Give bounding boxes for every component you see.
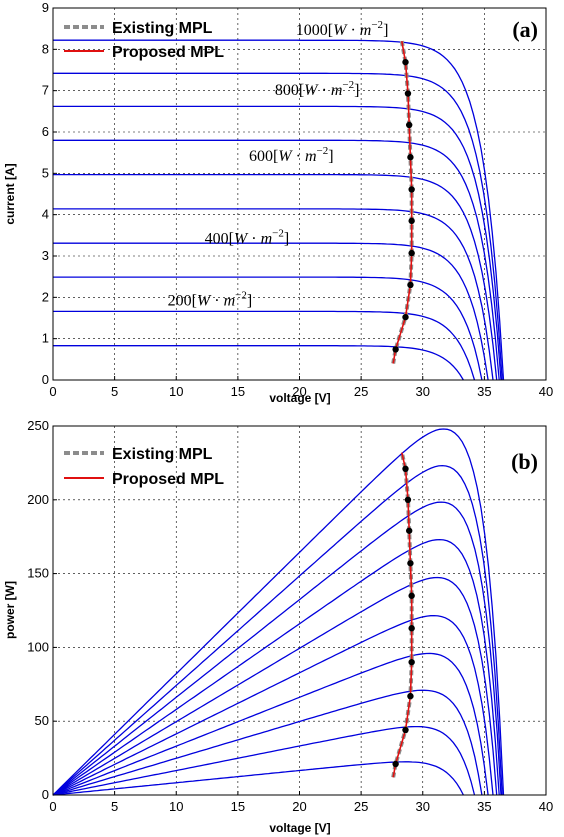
x-tick-label: 35 [477,384,491,399]
pv-curve [52,652,489,796]
irradiance-label: 400[W · m−2] [205,228,290,248]
mpp-point [402,313,409,321]
mpp-point [402,465,409,473]
y-tick-label: 150 [27,566,49,581]
panel-a-irradiance-labels: 1000[W · m−2] 800[W · m−2] 600[W · m−2] 400… [168,19,389,310]
proposed-mpl-line [392,452,413,778]
mpp-point [404,496,412,503]
iv-curve [53,208,494,381]
mpp-point [405,121,413,129]
pv-curve [52,428,505,796]
panel-b-y-axis-label: power [W] [3,581,17,639]
y-tick-label: 9 [42,0,49,15]
y-tick-label: 3 [42,248,49,263]
pv-curve [52,576,498,796]
x-tick-label: 15 [231,384,245,399]
panel-b-mpl [391,452,414,778]
y-tick-label: 1 [42,331,49,346]
panel-a-y-ticks: 0 1 2 3 4 5 6 7 8 9 [42,0,57,387]
y-tick-label: 250 [27,418,49,433]
panel-a-mpl [391,40,414,364]
x-tick-label: 25 [354,384,368,399]
mpp-point [407,154,414,161]
x-tick-label: 40 [539,799,553,814]
mpp-point [404,90,412,97]
panel-b-x-ticks: 0 5 10 15 20 25 30 35 40 [49,791,553,814]
mpp-point [407,692,414,700]
irradiance-label: 800[W · m−2] [275,79,360,99]
irradiance-label: 200[W · m−2] [168,290,253,310]
iv-curve [53,39,505,381]
panel-a-y-axis-label: current [A] [3,163,17,224]
pv-curve [52,464,503,796]
iv-curve [53,139,500,381]
irradiance-label: 1000[W · m−2] [296,19,389,39]
panel-b-power-voltage: 0 5 10 15 20 25 30 35 40 0 50 100 150 200 250 voltage… [3,418,553,835]
panel-b-legend-proposed-label: Proposed MPL [112,471,224,488]
mpp-point [402,58,409,66]
x-tick-label: 15 [231,799,245,814]
x-tick-label: 25 [354,799,368,814]
x-tick-label: 30 [416,384,430,399]
pv-curve [52,538,500,796]
iv-curve [53,72,503,381]
y-tick-label: 100 [27,639,49,654]
panel-a-legend-existing-label: Existing MPL [112,20,213,37]
panel-a-tag: (a) [512,17,538,42]
y-tick-label: 7 [42,83,49,98]
panel-a-legend: Existing MPL Proposed MPL [64,20,224,61]
x-tick-label: 20 [292,384,306,399]
mpp-point [408,625,415,632]
panel-b-legend: Existing MPL Proposed MPL [64,446,224,488]
x-tick-label: 10 [169,799,183,814]
y-tick-label: 5 [42,165,49,180]
irradiance-label: 600[W · m−2] [249,145,334,165]
panel-a-x-ticks: 0 5 10 15 20 25 30 35 40 [49,376,553,399]
pv-curve [52,614,494,796]
iv-curve [53,173,498,381]
x-tick-label: 5 [111,799,118,814]
y-tick-label: 2 [42,289,49,304]
mpp-point [408,592,415,599]
mpp-point [392,760,399,768]
mpp-point [405,527,413,534]
mpp-point [408,249,415,257]
panel-a-x-axis-label: voltage [V] [269,391,330,405]
y-tick-label: 6 [42,124,49,139]
x-tick-label: 5 [111,384,118,399]
panel-a-legend-proposed-label: Proposed MPL [112,44,224,61]
x-tick-label: 30 [416,799,430,814]
mpp-point [392,346,399,353]
mpp-point [408,658,415,666]
y-tick-label: 200 [27,492,49,507]
pv-curve [52,501,502,796]
mpp-point [408,217,415,225]
iv-curve [53,242,489,381]
mpp-point [402,726,409,734]
x-tick-label: 0 [49,384,56,399]
y-tick-label: 50 [35,713,49,728]
x-tick-label: 35 [477,799,491,814]
y-tick-label: 0 [42,372,49,387]
y-tick-label: 4 [42,207,49,222]
mpp-point [407,281,414,289]
x-tick-label: 0 [49,799,56,814]
panel-b-x-axis-label: voltage [V] [269,821,330,835]
x-tick-label: 20 [292,799,306,814]
panel-b-legend-existing-label: Existing MPL [112,446,213,463]
panel-b-y-ticks: 0 50 100 150 200 250 [27,418,57,802]
x-tick-label: 40 [539,384,553,399]
panel-b-mpp-points [392,465,415,768]
panel-a-current-voltage: 0 5 10 15 20 25 30 35 40 0 1 2 3 4 5 6 7 8 9 1000[W · m−2… [3,0,553,405]
mpp-point [407,560,414,567]
y-tick-label: 8 [42,41,49,56]
proposed-mpl-line [392,40,413,364]
y-tick-label: 0 [42,787,49,802]
panel-b-tag: (b) [511,449,538,474]
mpp-point [408,186,415,193]
panel-a-mpp-points [392,58,415,353]
iv-curve [53,105,502,381]
x-tick-label: 10 [169,384,183,399]
